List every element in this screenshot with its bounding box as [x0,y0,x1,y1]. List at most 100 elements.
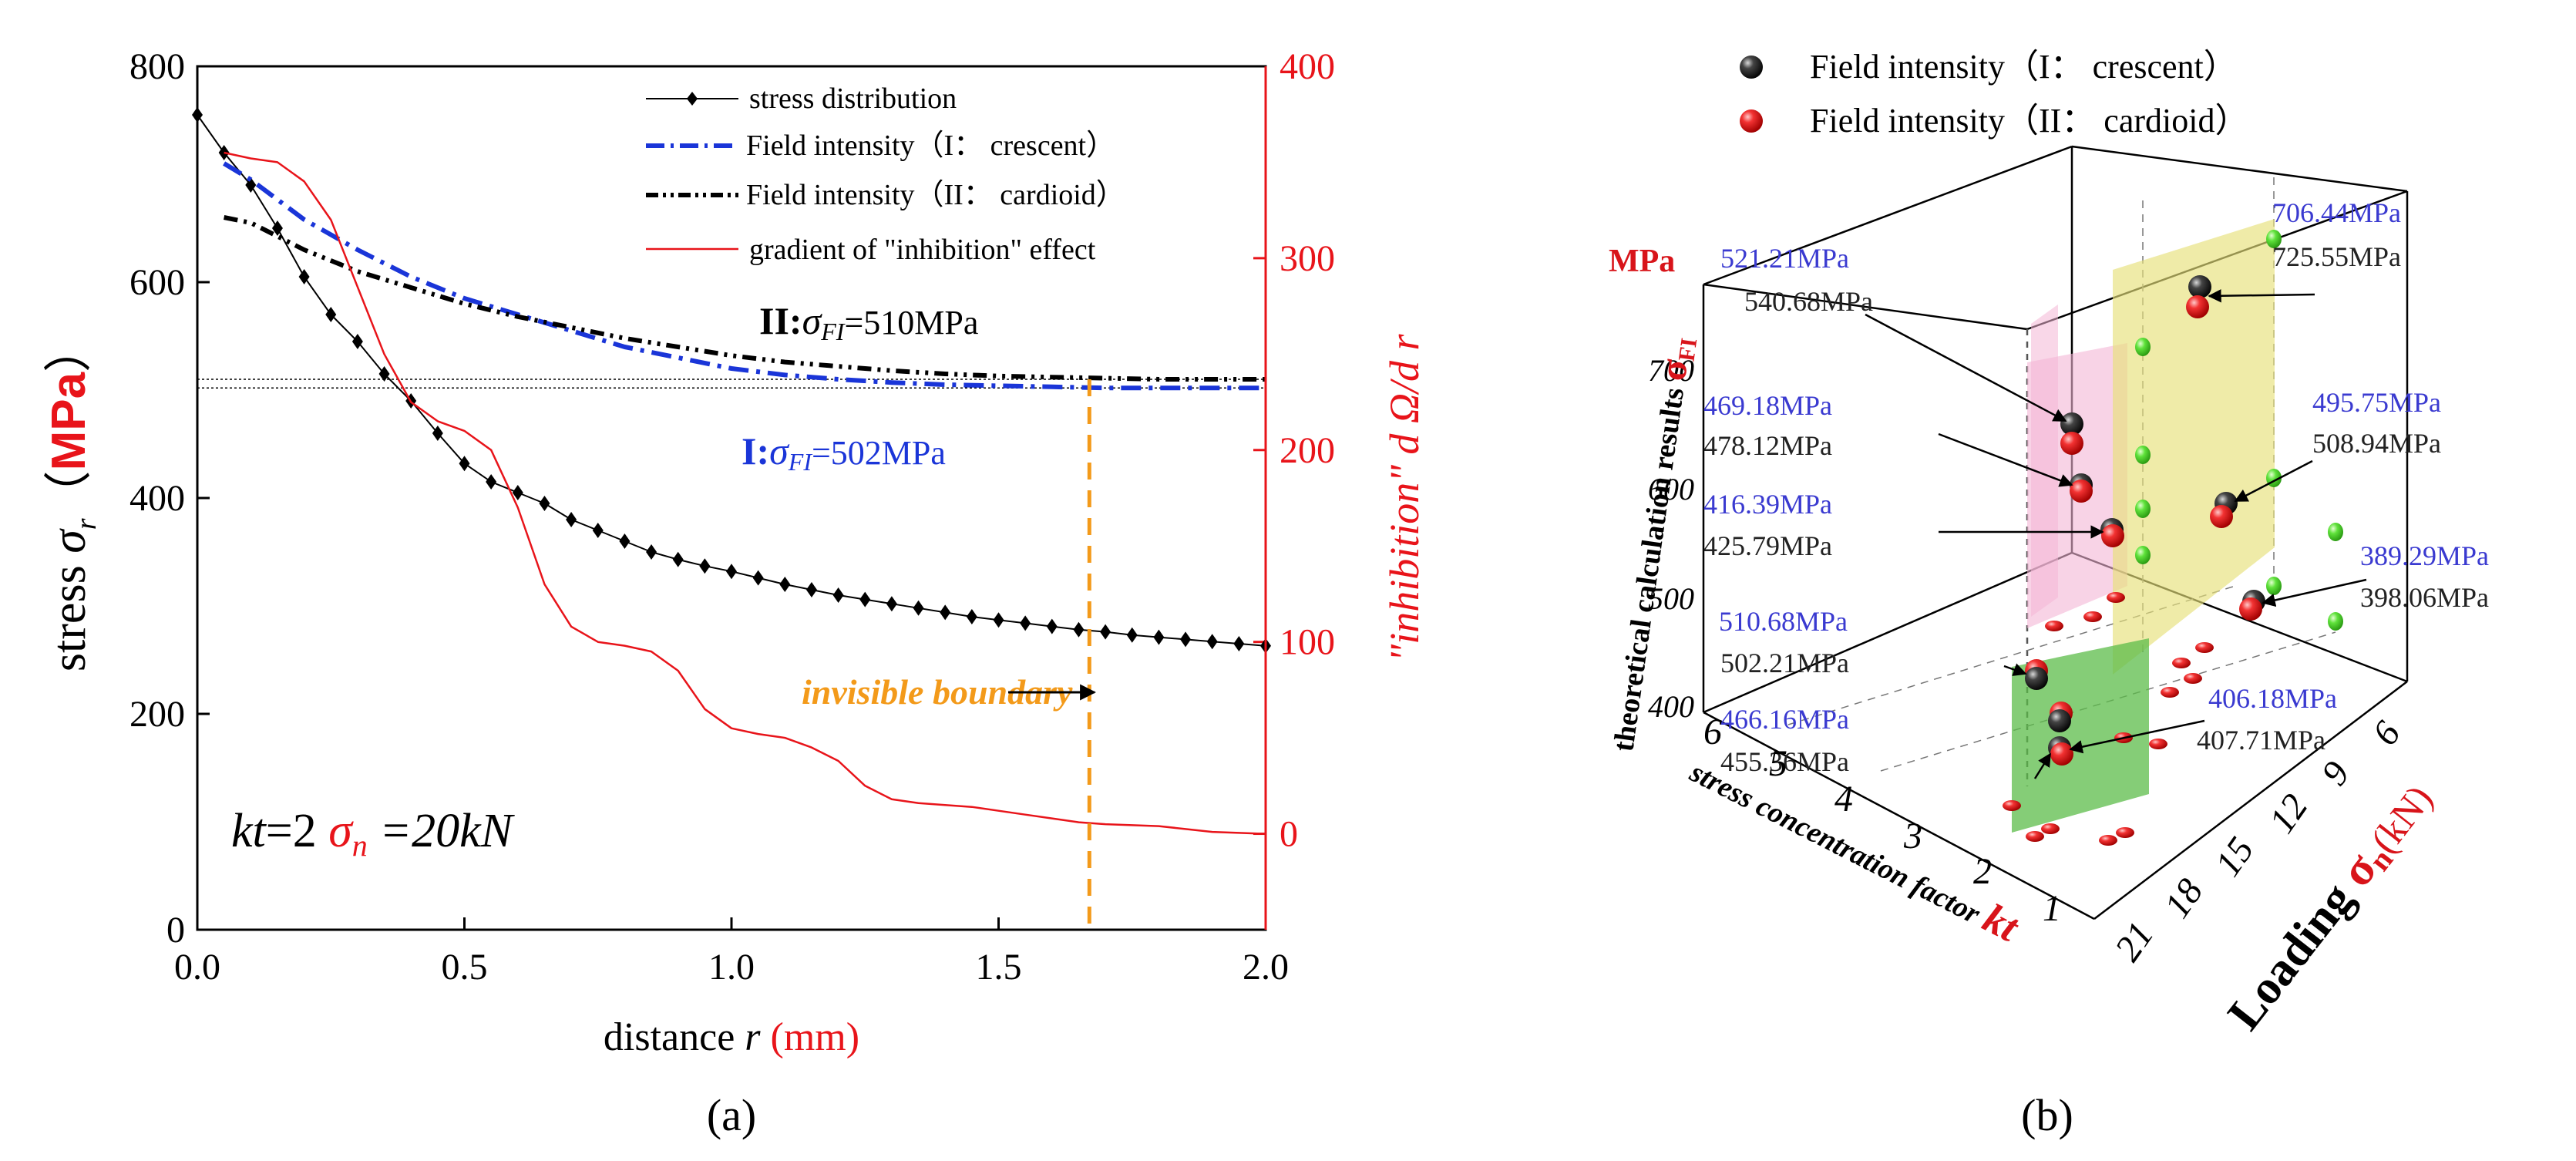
kt-tick: 1 [2043,888,2061,929]
box-edge-floor-back [1703,551,2073,714]
z-axis-title-sub: FI [1673,336,1702,362]
legend-label-crescent: Field intensity（I： crescent） [746,130,1115,162]
ylabel-left-open: （ [43,470,96,518]
series-group-a [192,107,1271,835]
reference-lines [197,379,1266,389]
stress-point [859,591,871,607]
wall-dots [2135,230,2343,631]
legend-label-stress: stress distribution [749,82,957,115]
y-right-tick-label: 300 [1280,238,1335,279]
floor-dot [2149,739,2167,749]
stress-point [271,220,283,236]
z-tick: 400 [1648,689,1694,724]
box-edge-floor-left [1703,711,2095,920]
z-tick: 600 [1648,472,1694,506]
floor-dot [2026,831,2044,842]
panel-a-label: (a) [707,1090,756,1140]
ylabel-left-main: stress [43,554,96,671]
stress-point [1046,618,1058,634]
x-tick-label: 1.5 [976,947,1022,988]
stress-point [699,558,711,574]
xlabel-sym: r [745,1015,761,1059]
wall-dot [2266,230,2282,248]
box-edge-floor-front [2093,681,2408,920]
panel-a: 0.0 0.5 1.0 1.5 2.0 0 200 400 600 800 0 100 200 300 40… [42,46,1428,1140]
ylabel-left-sub: r [70,518,103,530]
value-black: 425.79MPa [1703,530,1832,561]
point-crescent [2025,667,2048,690]
y-tick-label: 600 [129,262,185,303]
annot-arrow [1865,313,2067,422]
stress-point [1233,636,1245,651]
stress-point [245,177,257,193]
stress-point [1100,624,1111,640]
value-black: 508.94MPa [2312,428,2441,459]
point-crescent [2048,709,2071,732]
y-axis-title-right: "inhibition" d Ω/d r [1381,334,1428,662]
stress-point [1126,627,1138,643]
z-axis-ticks: 700 600 500 400 [1648,353,1694,724]
floor-dot [2116,827,2134,838]
stress-point [886,596,897,612]
y-tick-label: 400 [129,478,185,519]
legend-marker-cardioid-b [1740,109,1763,133]
value-blue: 510.68MPa [1719,606,1848,637]
stress-point [325,307,337,322]
condition-kt-value: =2 [266,805,328,857]
floor-dots [2003,592,2214,846]
stress-point [966,609,977,624]
kt-tick: 3 [1903,816,1922,856]
wall-dot [2135,446,2151,464]
load-tick: 15 [2208,830,2262,884]
stress-point [993,612,1004,628]
legend-b-cardioid: Field intensity（II： cardioid） [1810,102,2248,140]
annot-II-roman: II: [759,299,802,342]
floor-dot [2041,823,2060,834]
annot-I-sym: σ [769,429,790,473]
point-cardioid [2070,480,2093,503]
floor-dot [2195,642,2214,653]
stress-point [619,533,631,549]
value-blue: 466.16MPa [1720,704,1849,735]
stress-point [832,587,844,603]
value-blue: 706.44MPa [2272,197,2401,228]
stress-point [592,523,604,538]
condition-label: kt=2 σn =20kN [231,805,516,863]
x-tick-label: 2.0 [1243,947,1289,988]
wall-dot [2135,546,2151,564]
stress-point [779,577,791,592]
stress-point [459,456,470,472]
x-tick-label: 0.5 [442,947,488,988]
stress-point [672,551,684,567]
value-black: 478.12MPa [1703,430,1832,461]
stress-point [1020,615,1031,631]
annot-II-sym: σ [802,299,823,342]
annotation-I: I:σFI=502MPa [742,429,946,476]
wall-dot [2135,338,2151,356]
xlabel-main: distance [604,1015,745,1059]
load-tick: 12 [2262,787,2316,841]
kt-tick: 5 [1769,743,1787,784]
annot-arrow [2234,459,2313,503]
annot-arrow [1938,432,2073,487]
panel-b: Field intensity（I： crescent） Field inten… [1607,48,2489,1140]
floor-dot [2083,611,2102,622]
legend-b-crescent: Field intensity（I： crescent） [1810,48,2238,86]
annot-arrow [2208,289,2315,303]
annot-I-roman: I: [742,429,769,473]
annot-I-rest: =502MPa [812,434,946,472]
condition-value: =20kN [368,805,516,857]
point-cardioid [2101,524,2124,547]
stress-point [512,485,523,500]
box-edge-top-right [2071,145,2408,193]
floor-dot [2172,658,2191,668]
stress-point [486,474,497,490]
kt-tick: 6 [1703,712,1722,752]
axis-ticks-a: 0.0 0.5 1.0 1.5 2.0 0 200 400 600 800 0 100 200 300 40… [129,46,1335,988]
y-right-tick-label: 0 [1280,814,1298,855]
legend-marker-crescent-b [1740,56,1763,79]
value-black: 455.36MPa [1720,746,1849,777]
point-cardioid [2050,742,2073,766]
plot-area-a: 0.0 0.5 1.0 1.5 2.0 0 200 400 600 800 0 100 200 300 40… [129,46,1335,988]
